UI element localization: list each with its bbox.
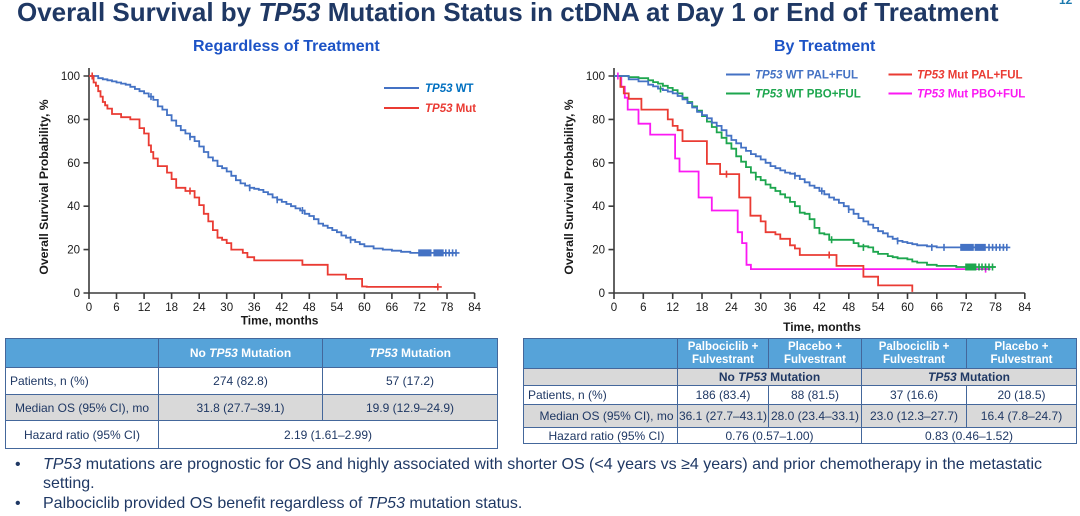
svg-text:80: 80 [592, 114, 605, 126]
svg-text:42: 42 [275, 302, 288, 314]
svg-text:20: 20 [592, 245, 605, 257]
svg-text:54: 54 [331, 302, 344, 314]
svg-text:Time, months: Time, months [783, 320, 861, 334]
svg-text:54: 54 [872, 302, 885, 314]
svg-text:66: 66 [930, 302, 943, 314]
svg-text:36: 36 [784, 302, 797, 314]
svg-text:100: 100 [586, 71, 605, 83]
svg-text:72: 72 [413, 302, 426, 314]
svg-text:0: 0 [74, 288, 80, 300]
svg-text:6: 6 [640, 302, 646, 314]
svg-text:0: 0 [86, 302, 92, 314]
svg-text:84: 84 [468, 302, 481, 314]
svg-text:Overall Survival Probability,: Overall Survival Probability, % [37, 99, 51, 274]
svg-text:48: 48 [842, 302, 855, 314]
svg-text:TP53 Mut PBO+FUL: TP53 Mut PBO+FUL [917, 89, 1025, 101]
svg-text:Overall Survival Probability,: Overall Survival Probability, % [562, 99, 576, 274]
svg-text:12: 12 [666, 302, 679, 314]
svg-text:TP53 Mut: TP53 Mut [425, 103, 476, 115]
svg-text:72: 72 [960, 302, 973, 314]
svg-text:24: 24 [193, 302, 206, 314]
svg-text:40: 40 [592, 201, 605, 213]
svg-text:30: 30 [220, 302, 233, 314]
svg-text:24: 24 [725, 302, 738, 314]
svg-text:60: 60 [901, 302, 914, 314]
svg-text:100: 100 [61, 71, 80, 83]
svg-text:78: 78 [441, 302, 454, 314]
svg-text:40: 40 [67, 201, 80, 213]
svg-text:TP53 WT PBO+FUL: TP53 WT PBO+FUL [755, 89, 861, 101]
svg-text:84: 84 [1018, 302, 1031, 314]
svg-text:60: 60 [358, 302, 371, 314]
svg-text:TP53 Mut PAL+FUL: TP53 Mut PAL+FUL [917, 70, 1023, 82]
svg-text:TP53 WT: TP53 WT [425, 83, 474, 95]
svg-text:60: 60 [67, 158, 80, 170]
svg-text:48: 48 [303, 302, 316, 314]
svg-text:6: 6 [113, 302, 119, 314]
svg-text:20: 20 [67, 245, 80, 257]
svg-text:TP53 WT PAL+FUL: TP53 WT PAL+FUL [755, 70, 858, 82]
svg-text:80: 80 [67, 114, 80, 126]
svg-text:18: 18 [165, 302, 178, 314]
svg-text:0: 0 [611, 302, 617, 314]
svg-text:36: 36 [248, 302, 261, 314]
svg-text:18: 18 [696, 302, 709, 314]
svg-text:12: 12 [138, 302, 151, 314]
svg-text:60: 60 [592, 158, 605, 170]
svg-text:42: 42 [813, 302, 826, 314]
svg-text:0: 0 [599, 288, 605, 300]
svg-text:66: 66 [386, 302, 399, 314]
svg-text:Time, months: Time, months [241, 314, 319, 328]
svg-text:78: 78 [989, 302, 1002, 314]
svg-text:30: 30 [754, 302, 767, 314]
